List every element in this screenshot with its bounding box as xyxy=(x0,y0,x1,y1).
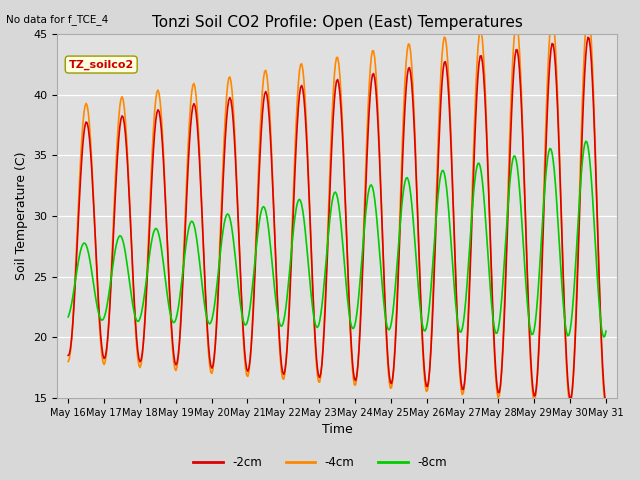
-2cm xyxy=(232,156,239,162)
-2cm xyxy=(291,168,299,174)
Line: -4cm: -4cm xyxy=(68,10,606,407)
-8cm xyxy=(64,314,72,320)
Title: Tonzi Soil CO2 Profile: Open (East) Temperatures: Tonzi Soil CO2 Profile: Open (East) Temp… xyxy=(152,15,522,30)
-4cm xyxy=(64,359,72,364)
-8cm xyxy=(391,289,399,295)
-4cm xyxy=(232,147,239,153)
-8cm xyxy=(582,138,589,144)
-8cm xyxy=(365,186,373,192)
-8cm xyxy=(600,334,607,340)
-2cm xyxy=(553,84,561,89)
-8cm xyxy=(291,214,299,220)
-4cm xyxy=(365,85,373,91)
Y-axis label: Soil Temperature (C): Soil Temperature (C) xyxy=(15,152,28,280)
-8cm xyxy=(602,328,610,334)
-4cm xyxy=(602,404,610,410)
Line: -2cm: -2cm xyxy=(68,37,606,403)
-4cm xyxy=(553,67,561,73)
Text: TZ_soilco2: TZ_soilco2 xyxy=(68,60,134,70)
X-axis label: Time: Time xyxy=(322,423,353,436)
-4cm xyxy=(391,345,399,351)
-8cm xyxy=(232,256,239,262)
-8cm xyxy=(460,320,467,325)
-2cm xyxy=(365,110,373,116)
Line: -8cm: -8cm xyxy=(68,141,606,337)
-2cm xyxy=(602,400,610,406)
-2cm xyxy=(584,35,592,40)
-4cm xyxy=(291,147,299,153)
Legend: -2cm, -4cm, -8cm: -2cm, -4cm, -8cm xyxy=(189,452,451,474)
-4cm xyxy=(460,390,467,396)
Text: No data for f_TCE_4: No data for f_TCE_4 xyxy=(6,14,109,25)
-2cm xyxy=(460,386,467,392)
-2cm xyxy=(391,348,399,354)
-4cm xyxy=(584,7,592,13)
-2cm xyxy=(64,352,72,358)
-8cm xyxy=(553,197,561,203)
